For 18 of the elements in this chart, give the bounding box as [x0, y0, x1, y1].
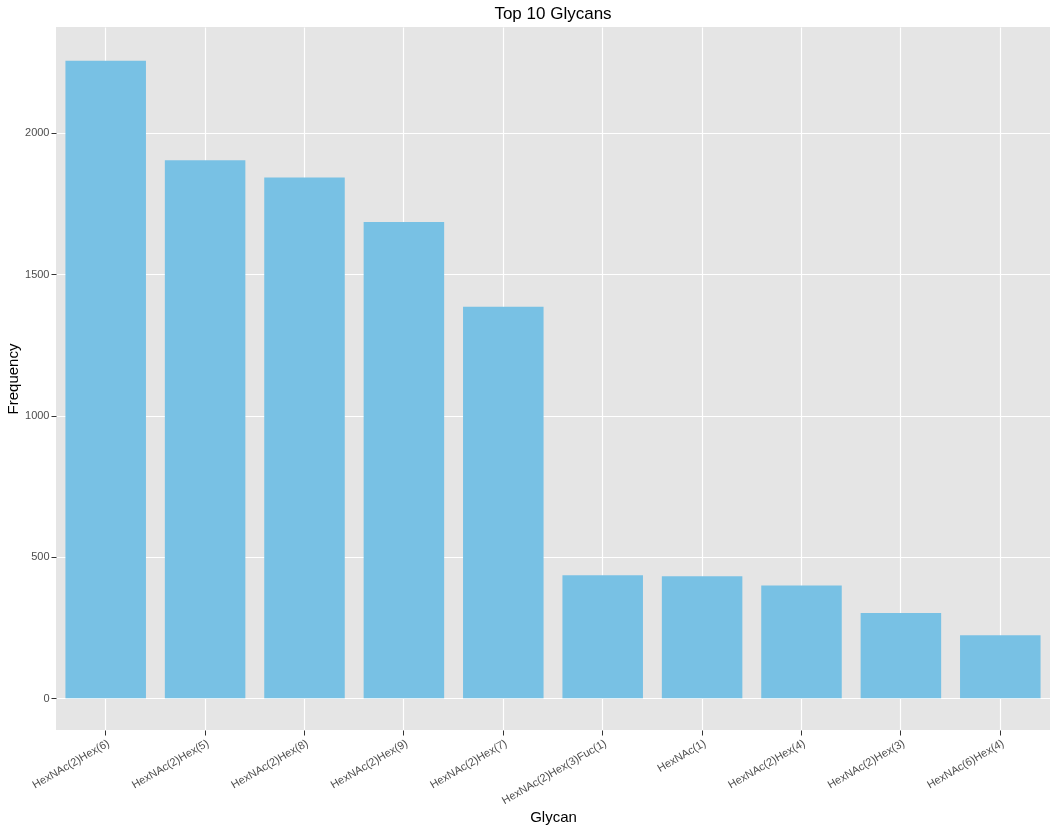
bar [65, 60, 146, 699]
chart-title: Top 10 Glycans [494, 4, 612, 23]
y-tick-label: 2000 [25, 126, 50, 139]
bar [860, 612, 942, 699]
bar [661, 576, 743, 699]
bar [562, 575, 643, 699]
bar [264, 177, 345, 699]
x-axis-title: Glycan [530, 808, 577, 826]
bar [960, 635, 1041, 699]
y-axis-title: Frequency [4, 343, 22, 415]
y-tick-label: 0 [43, 691, 50, 704]
bar [363, 222, 445, 699]
y-tick-label: 1000 [25, 409, 50, 422]
bar [463, 306, 544, 699]
bar [761, 585, 842, 699]
y-tick-label: 1500 [25, 267, 50, 280]
y-tick-label: 500 [31, 550, 50, 563]
bar [164, 160, 246, 699]
